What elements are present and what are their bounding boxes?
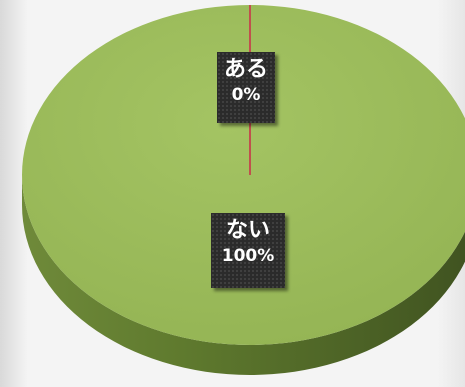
pie-side-wall — [22, 175, 465, 375]
data-label-nai: ない 100% — [211, 213, 285, 288]
data-label-aru-category: ある — [223, 57, 268, 82]
data-label-nai-category: ない — [225, 218, 270, 243]
data-label-aru: ある 0% — [217, 52, 275, 123]
data-label-nai-value: 100% — [221, 246, 275, 266]
pie-slice-nai — [22, 5, 465, 345]
data-label-aru-value: 0% — [231, 85, 261, 105]
